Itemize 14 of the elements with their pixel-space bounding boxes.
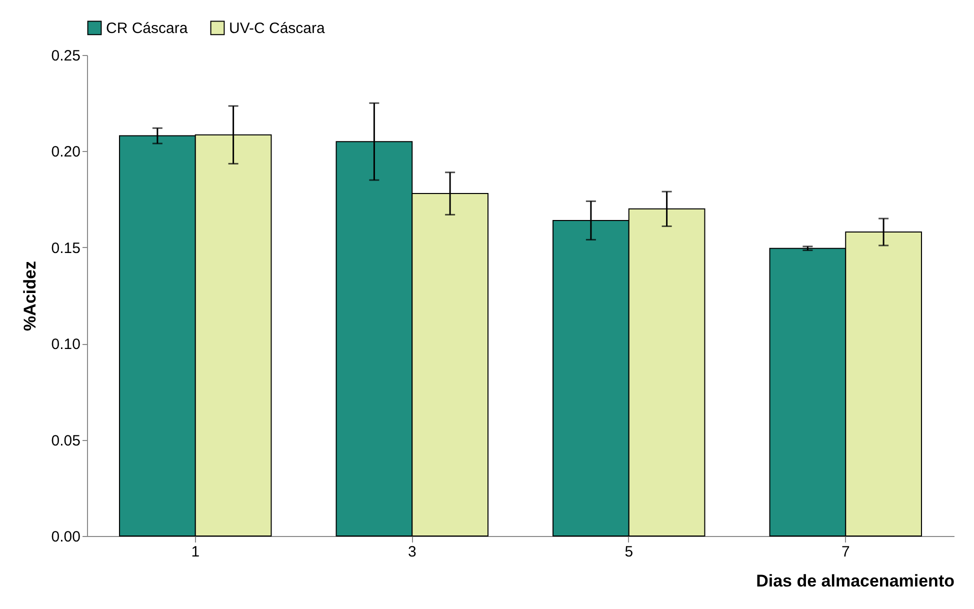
x-tick-label: 3 (408, 544, 416, 560)
y-axis-title: %Acidez (20, 261, 40, 331)
y-tick-label: 0.10 (51, 336, 80, 354)
x-tick-label: 7 (841, 544, 850, 560)
y-tick-label: 0.25 (51, 48, 80, 64)
x-axis-title: Dias de almacenamiento (756, 572, 954, 590)
x-tick-label: 1 (191, 544, 200, 560)
y-tick-label: 0.05 (51, 432, 80, 450)
legend-label: UV-C Cáscara (229, 20, 326, 37)
y-tick-label: 0.00 (51, 528, 80, 546)
y-tick-label: 0.20 (51, 144, 80, 161)
x-tick-label: 5 (624, 544, 634, 560)
y-tick-label: 0.15 (51, 240, 80, 257)
legend-label: CR Cáscara (106, 20, 188, 37)
